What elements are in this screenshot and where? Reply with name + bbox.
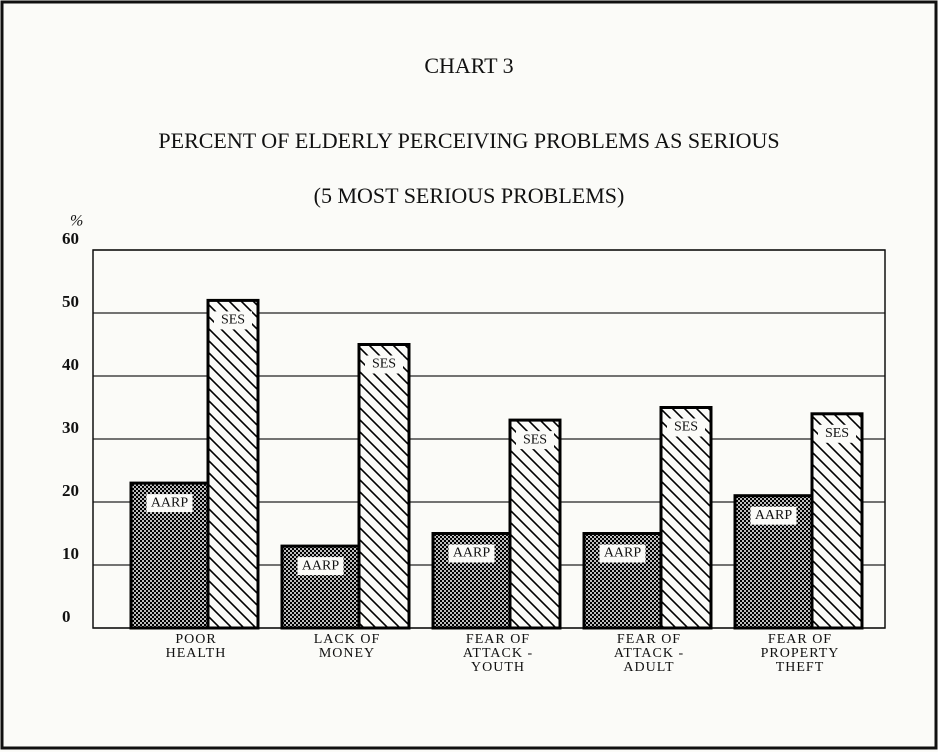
chart-title: CHART 3 — [424, 53, 513, 78]
bar-label: SES — [674, 420, 698, 435]
chart-subtitle: PERCENT OF ELDERLY PERCEIVING PROBLEMS A… — [158, 128, 779, 153]
bar-label: SES — [523, 432, 547, 447]
bar — [508, 418, 562, 630]
bar-label-bg — [297, 557, 344, 576]
x-tick-label: FEAR OF PROPERTY THEFT — [760, 632, 840, 675]
bar-label-bg — [365, 355, 403, 374]
chart-subtitle: (5 MOST SERIOUS PROBLEMS) — [314, 183, 625, 208]
bar-label: SES — [372, 357, 396, 372]
x-tick-label: FEAR OF ATTACK - ADULT — [613, 632, 685, 675]
y-tick-label: 60 — [62, 229, 79, 248]
bar-label-bg — [214, 311, 252, 330]
bar-label-bg — [818, 424, 856, 443]
bar — [810, 412, 864, 630]
x-tick-label: LACK OF MONEY — [313, 632, 381, 661]
y-tick-label: 10 — [62, 544, 79, 563]
bar-label-bg — [750, 506, 797, 525]
bar — [357, 343, 411, 630]
y-axis-label: % — [70, 213, 83, 230]
bar-label-bg — [667, 418, 705, 437]
y-tick-label: 0 — [62, 607, 71, 626]
bar-label: AARP — [453, 546, 491, 561]
y-tick-label: 40 — [62, 355, 79, 374]
bar-label: AARP — [604, 546, 642, 561]
x-tick-label: POOR HEALTH — [165, 632, 227, 661]
y-tick-label: 30 — [62, 418, 79, 437]
bar-label-bg — [516, 431, 554, 450]
bar-label: AARP — [151, 495, 189, 510]
y-tick-label: 50 — [62, 292, 79, 311]
bar — [129, 481, 210, 630]
bar-label: AARP — [302, 558, 340, 573]
bar-label-bg — [448, 544, 495, 563]
x-tick-label: FEAR OF ATTACK - YOUTH — [462, 632, 534, 675]
bar-label-bg — [146, 494, 193, 513]
bar — [659, 406, 713, 630]
bar-label-bg — [599, 544, 646, 563]
y-tick-label: 20 — [62, 481, 79, 500]
bar-label: AARP — [755, 508, 793, 523]
bar — [206, 298, 260, 630]
bar-label: SES — [825, 426, 849, 441]
bar-label: SES — [221, 313, 245, 328]
